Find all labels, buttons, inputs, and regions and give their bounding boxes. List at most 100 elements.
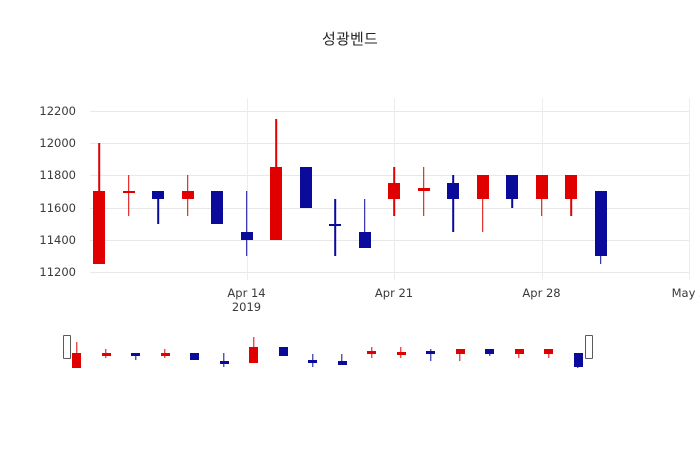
candle[interactable] <box>594 98 607 280</box>
x-axis-tick-label: Apr 14 2019 <box>227 286 265 314</box>
range-navigator[interactable] <box>60 326 660 380</box>
candle-wick <box>481 175 484 232</box>
candle[interactable] <box>299 98 312 280</box>
gridline-vertical <box>246 98 248 280</box>
selection-handle-right[interactable] <box>584 335 593 359</box>
chart-title: 성광벤드 <box>321 30 378 48</box>
navigator-candle-body <box>426 350 435 355</box>
candle-wick <box>363 199 366 248</box>
candle-body <box>122 191 135 194</box>
navigator-candle-body <box>278 347 288 357</box>
navigator-candle-body <box>190 352 199 360</box>
navigator-candle <box>101 326 111 380</box>
navigator-candle <box>455 326 465 380</box>
gridline-horizontal <box>90 110 690 112</box>
candle-body <box>181 191 194 200</box>
navigator-candle <box>514 326 524 380</box>
navigator-candle <box>131 326 140 380</box>
y-axis-tick-label: 11800 <box>39 168 76 183</box>
candle[interactable] <box>211 98 223 280</box>
navigator-candle <box>308 326 317 380</box>
navigator-candle-body <box>455 348 465 355</box>
navigator-candle-body <box>514 348 524 355</box>
x-axis-tick-primary: Apr 14 <box>227 286 266 300</box>
navigator-candle <box>72 326 81 380</box>
navigator-candle-wick <box>459 348 461 362</box>
y-axis-tick-label: 11600 <box>39 200 76 215</box>
gridline-horizontal <box>90 271 690 273</box>
navigator-candle-body <box>249 347 258 364</box>
navigator-candle <box>485 326 494 380</box>
navigator-candle-wick <box>341 354 343 365</box>
candle[interactable] <box>476 98 489 280</box>
candle[interactable] <box>93 98 105 280</box>
candle[interactable] <box>270 98 282 280</box>
navigator-candle-body <box>72 352 81 369</box>
navigator-candle-body <box>367 350 376 355</box>
candle[interactable] <box>535 98 548 280</box>
candle-body <box>358 231 371 248</box>
navigator-candle-body <box>573 352 583 367</box>
navigator-candle-body <box>396 351 406 355</box>
selection-handle-left[interactable] <box>63 335 71 359</box>
navigator-candle-body <box>219 361 229 365</box>
candle[interactable] <box>152 98 164 280</box>
candle[interactable] <box>122 98 135 280</box>
navigator-candle <box>544 326 553 380</box>
candle-body <box>211 191 223 224</box>
navigator-candle-body <box>101 352 111 356</box>
gridline-horizontal <box>90 207 690 209</box>
candle-body <box>240 231 253 240</box>
x-axis-tick-label: May 5 <box>672 286 700 300</box>
y-axis-tick-label: 11200 <box>39 264 76 279</box>
candle-body <box>93 191 105 264</box>
candle-body <box>535 175 548 200</box>
gridline-vertical <box>689 98 690 280</box>
candle[interactable] <box>388 98 400 280</box>
candle[interactable] <box>329 98 341 280</box>
candle-body <box>447 183 459 200</box>
y-axis-tick-label: 12000 <box>39 136 76 151</box>
candle-body <box>506 175 518 200</box>
navigator-candle <box>249 326 258 380</box>
candle-wick <box>245 191 248 256</box>
candle-wick <box>334 199 336 256</box>
candle[interactable] <box>417 98 430 280</box>
navigator-candle <box>367 326 376 380</box>
navigator-candle-body <box>160 352 170 356</box>
navigator-candle <box>426 326 435 380</box>
candle[interactable] <box>565 98 577 280</box>
candle-body <box>476 175 489 200</box>
navigator-candle <box>396 326 406 380</box>
navigator-candle-body <box>485 348 494 355</box>
x-axis-tick-year: 2019 <box>231 300 262 314</box>
candle-body <box>329 223 341 226</box>
candle[interactable] <box>358 98 371 280</box>
y-axis-tick-label: 12200 <box>39 103 76 118</box>
y-axis-tick-label: 11400 <box>39 232 76 247</box>
candle[interactable] <box>181 98 194 280</box>
navigator-candle <box>160 326 170 380</box>
candle-body <box>270 167 282 240</box>
navigator-candle-wick <box>134 352 137 360</box>
candle[interactable] <box>506 98 518 280</box>
navigator-candle <box>337 326 347 380</box>
navigator-candle <box>278 326 288 380</box>
navigator-candle-wick <box>223 352 225 367</box>
x-axis-tick-primary: Apr 21 <box>374 286 414 300</box>
candle[interactable] <box>447 98 459 280</box>
main-candlestick-plot[interactable]: 12200 12000 11800 11600 11400 11200 Apr 14 201… <box>39 98 700 314</box>
x-axis-tick-primary: Apr 28 <box>522 286 561 300</box>
navigator-candle-body <box>337 361 347 365</box>
candle-body <box>417 188 430 192</box>
navigator-candle-body <box>544 348 553 355</box>
candle[interactable] <box>240 98 253 280</box>
x-axis-tick-label: Apr 21 <box>375 286 413 300</box>
navigator-candle-body <box>308 359 317 363</box>
candle-body <box>594 191 607 256</box>
candle-wick <box>452 175 454 232</box>
navigator-candle <box>573 326 583 380</box>
candle-body <box>388 183 400 200</box>
gridline-horizontal <box>90 143 690 145</box>
